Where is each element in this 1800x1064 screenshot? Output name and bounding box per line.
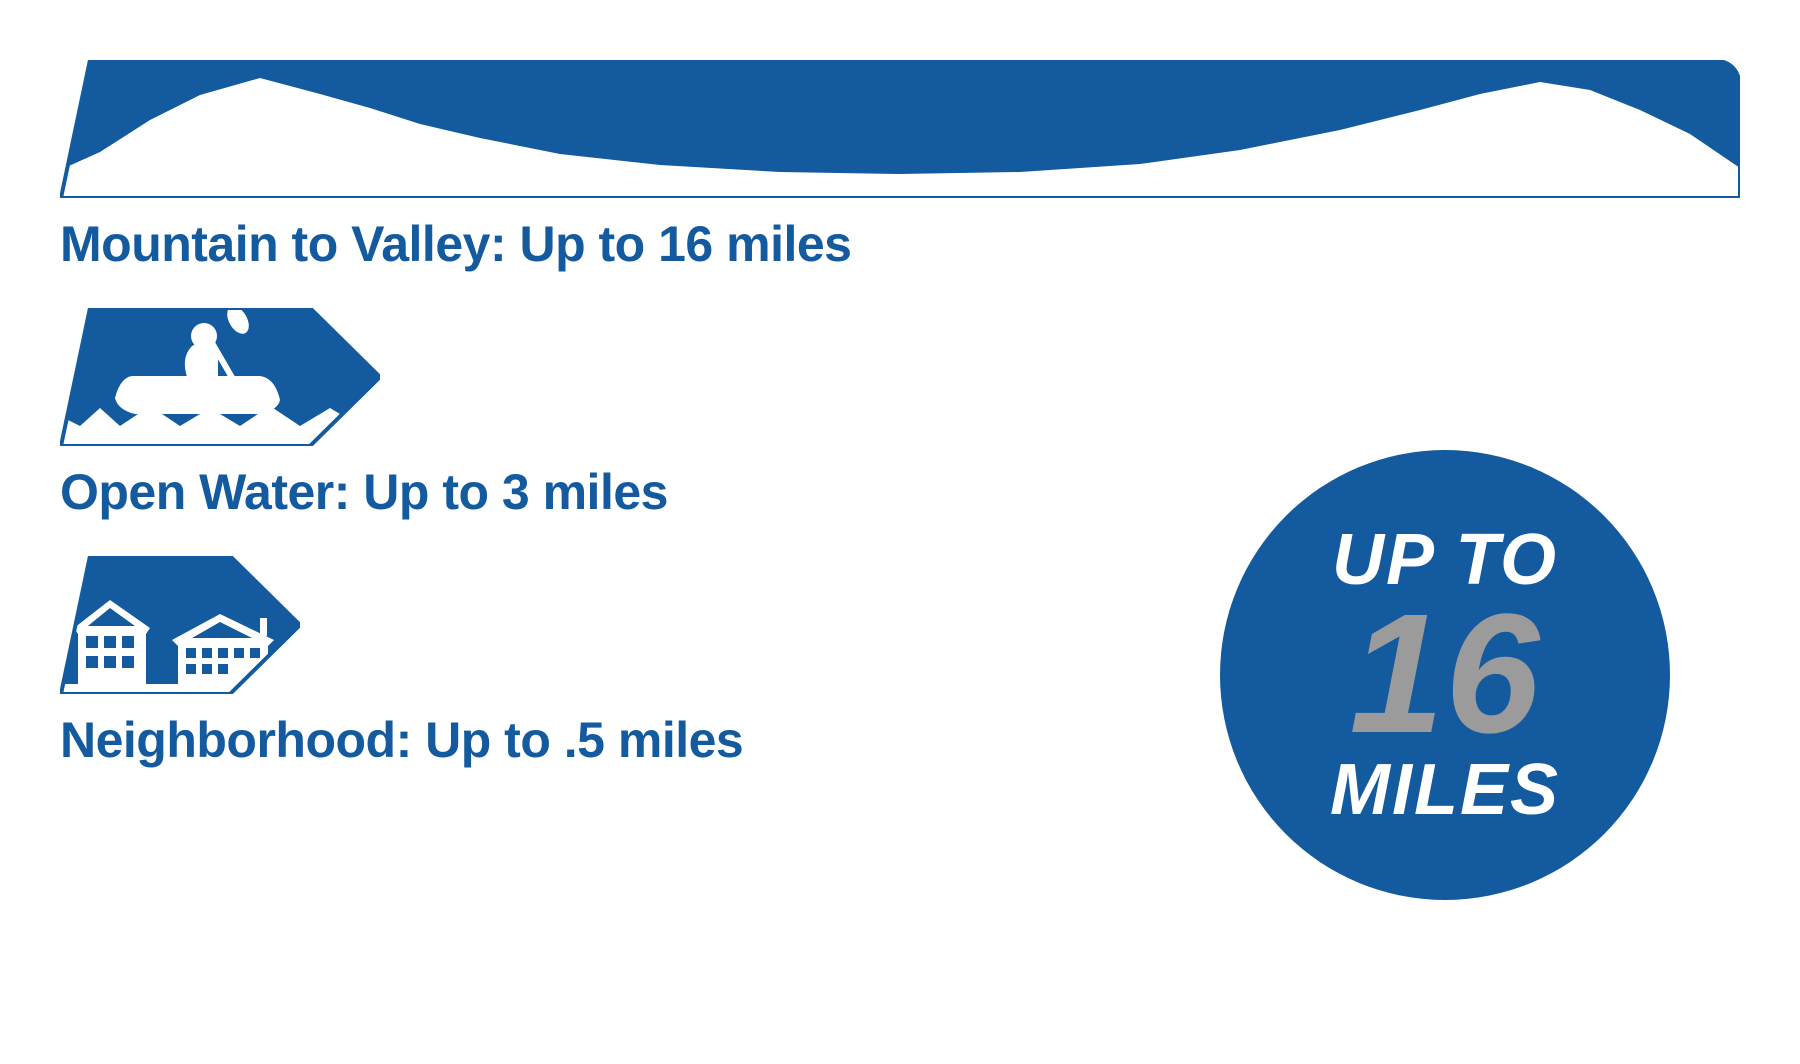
badge-miles: MILES	[1330, 756, 1560, 824]
mountain-range-icon	[60, 60, 1740, 198]
range-row-mountain: Mountain to Valley: Up to 16 miles	[60, 60, 1740, 273]
badge-number: 16	[1349, 594, 1540, 756]
kayak-icon	[60, 308, 380, 446]
houses-icon	[60, 556, 300, 694]
max-range-badge: UP TO 16 MILES	[1220, 450, 1670, 900]
range-label-mountain: Mountain to Valley: Up to 16 miles	[60, 215, 1740, 273]
